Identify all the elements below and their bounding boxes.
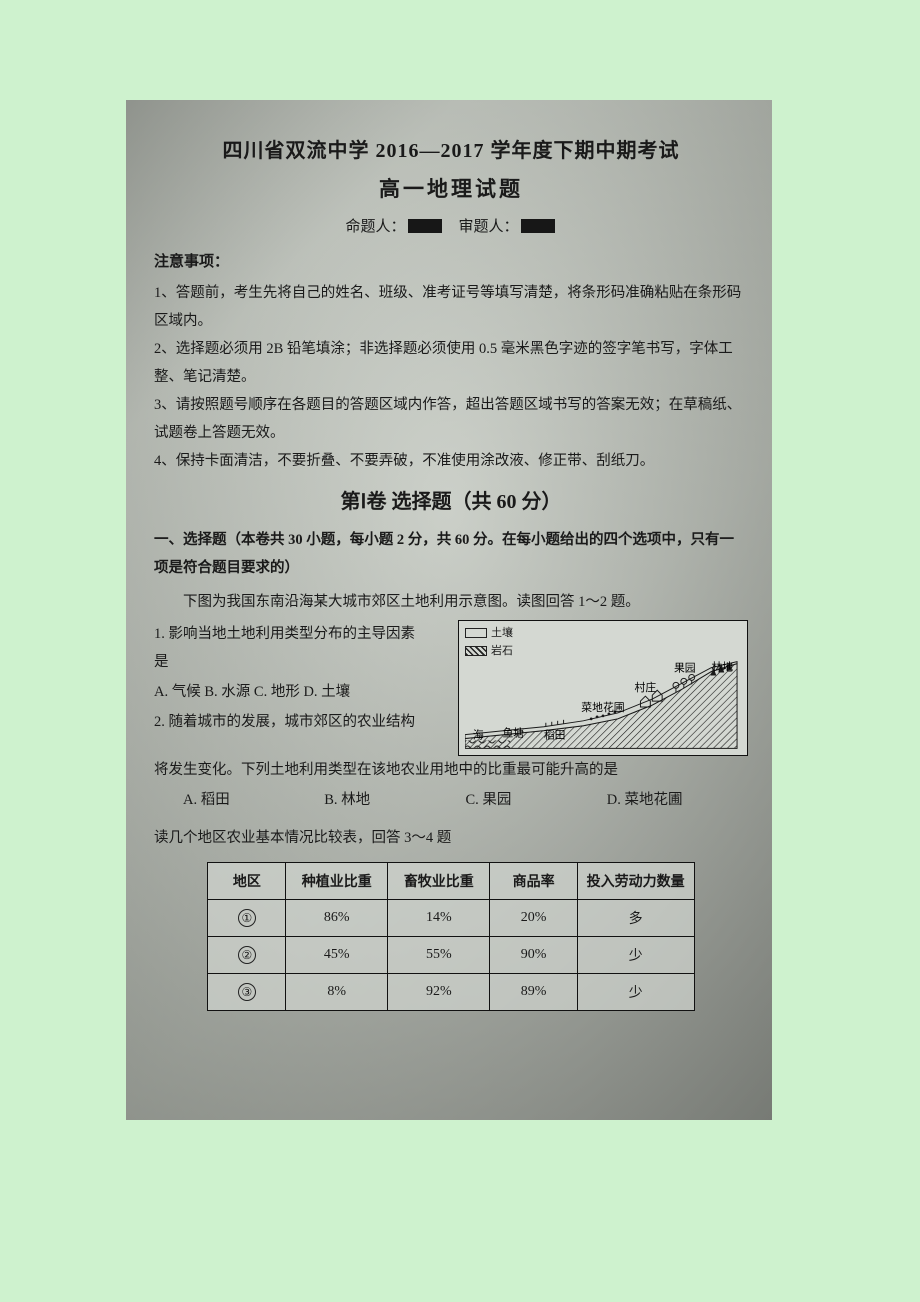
cell-r2c1: ② bbox=[208, 937, 286, 974]
th-labor: 投入劳动力数量 bbox=[577, 863, 694, 900]
cell-r3c2: 8% bbox=[286, 974, 388, 1011]
q3-4-intro: 读几个地区农业基本情况比较表，回答 3～4 题 bbox=[154, 824, 748, 852]
cell-r3c1: ③ bbox=[208, 974, 286, 1011]
cell-r3c3: 92% bbox=[388, 974, 490, 1011]
th-animal: 畜牧业比重 bbox=[388, 863, 490, 900]
cell-r2c3: 55% bbox=[388, 937, 490, 974]
q2-opt-b: B. 林地 bbox=[324, 786, 465, 814]
q2-stem-a: 2. 随着城市的发展，城市郊区的农业结构 bbox=[154, 708, 452, 736]
notice-item-2: 2、选择题必须用 2B 铅笔填涂；非选择题必须使用 0.5 毫米黑色字迹的签字笔… bbox=[154, 335, 748, 391]
q1-2-intro: 下图为我国东南沿海某大城市郊区土地利用示意图。读图回答 1～2 题。 bbox=[154, 588, 748, 616]
q2-opt-a: A. 稻田 bbox=[154, 786, 324, 814]
author-label-1: 命题人： bbox=[345, 219, 405, 235]
exam-title-line2: 高一地理试题 bbox=[154, 173, 748, 203]
cell-r3c4: 89% bbox=[490, 974, 577, 1011]
cell-r1c1: ① bbox=[208, 900, 286, 937]
lbl-orchard: 果园 bbox=[674, 662, 696, 675]
q2-opt-d: D. 菜地花圃 bbox=[607, 786, 748, 814]
exam-page: 四川省双流中学 2016—2017 学年度下期中期考试 高一地理试题 命题人： … bbox=[126, 100, 772, 1120]
cell-r2c2: 45% bbox=[286, 937, 388, 974]
agri-table: 地区 种植业比重 畜牧业比重 商品率 投入劳动力数量 ① 86% 14% 20%… bbox=[207, 862, 694, 1011]
author-line: 命题人： 审题人： bbox=[154, 215, 748, 236]
land-use-figure: 土壤 岩石 bbox=[458, 620, 748, 756]
cell-r1c3: 14% bbox=[388, 900, 490, 937]
exam-title-line1: 四川省双流中学 2016—2017 学年度下期中期考试 bbox=[154, 134, 748, 163]
author-label-2: 审题人： bbox=[459, 219, 519, 235]
cell-r3c5: 少 bbox=[577, 974, 694, 1011]
lbl-fishpond: 鱼塘 bbox=[502, 726, 524, 740]
author-redaction-1 bbox=[408, 219, 442, 233]
table-header-row: 地区 种植业比重 畜牧业比重 商品率 投入劳动力数量 bbox=[208, 863, 694, 900]
q1-options: A. 气候 B. 水源 C. 地形 D. 土壤 bbox=[154, 678, 452, 706]
legend-rock: 岩石 bbox=[465, 643, 741, 659]
th-region: 地区 bbox=[208, 863, 286, 900]
figure-legend: 土壤 岩石 bbox=[465, 625, 741, 659]
notice-item-1: 1、答题前，考生先将自己的姓名、班级、准考证号等填写清楚，将条形码准确粘贴在条形… bbox=[154, 279, 748, 335]
notice-item-4: 4、保持卡面清洁，不要折叠、不要弄破，不准使用涂改液、修正带、刮纸刀。 bbox=[154, 447, 748, 475]
legend-soil-label: 土壤 bbox=[491, 625, 513, 641]
author-redaction-2 bbox=[521, 219, 555, 233]
lbl-paddy: 稻田 bbox=[544, 729, 566, 742]
q1-row: 1. 影响当地土地利用类型分布的主导因素 是 A. 气候 B. 水源 C. 地形… bbox=[154, 620, 748, 756]
q1-stem-b: 是 bbox=[154, 648, 452, 676]
legend-rock-label: 岩石 bbox=[491, 643, 513, 659]
th-commod: 商品率 bbox=[490, 863, 577, 900]
lbl-garden: 菜地花圃 bbox=[581, 701, 624, 714]
notice-item-3: 3、请按照题号顺序在各题目的答题区域内作答，超出答题区域书写的答案无效；在草稿纸… bbox=[154, 391, 748, 447]
legend-soil: 土壤 bbox=[465, 625, 741, 641]
terrain-diagram: 海 鱼塘 稻田 菜地花圃 村庄 果园 林地 bbox=[465, 661, 741, 753]
q2-opt-c: C. 果园 bbox=[466, 786, 607, 814]
legend-soil-swatch bbox=[465, 628, 487, 638]
q2-options: A. 稻田 B. 林地 C. 果园 D. 菜地花圃 bbox=[154, 786, 748, 814]
q1-left: 1. 影响当地土地利用类型分布的主导因素 是 A. 气候 B. 水源 C. 地形… bbox=[154, 620, 452, 736]
cell-r1c2: 86% bbox=[286, 900, 388, 937]
th-crop: 种植业比重 bbox=[286, 863, 388, 900]
cell-r2c4: 90% bbox=[490, 937, 577, 974]
cell-r1c4: 20% bbox=[490, 900, 577, 937]
cell-r1c5: 多 bbox=[577, 900, 694, 937]
q2-stem-b: 将发生变化。下列土地利用类型在该地农业用地中的比重最可能升高的是 bbox=[154, 756, 748, 784]
legend-rock-swatch bbox=[465, 646, 487, 656]
section-1-lead: 一、选择题（本卷共 30 小题，每小题 2 分，共 60 分。在每小题给出的四个… bbox=[154, 526, 748, 582]
lbl-forest: 林地 bbox=[711, 661, 733, 674]
cell-r2c5: 少 bbox=[577, 937, 694, 974]
table-row: ③ 8% 92% 89% 少 bbox=[208, 974, 694, 1011]
notice-heading: 注意事项： bbox=[154, 250, 748, 271]
lbl-village: 村庄 bbox=[635, 680, 657, 694]
lbl-sea: 海 bbox=[473, 728, 484, 742]
table-row: ① 86% 14% 20% 多 bbox=[208, 900, 694, 937]
section-1-title: 第Ⅰ卷 选择题（共 60 分） bbox=[154, 485, 748, 514]
q1-stem-a: 1. 影响当地土地利用类型分布的主导因素 bbox=[154, 620, 452, 648]
table-row: ② 45% 55% 90% 少 bbox=[208, 937, 694, 974]
